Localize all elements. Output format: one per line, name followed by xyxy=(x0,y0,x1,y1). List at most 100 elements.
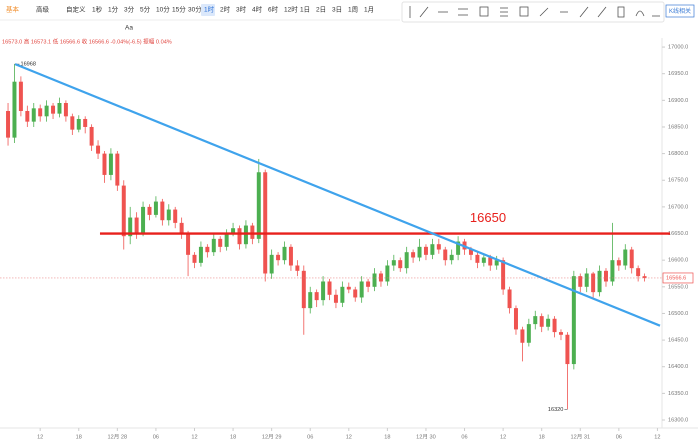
interval-tab[interactable]: 1周 xyxy=(348,6,358,14)
candle-body xyxy=(96,145,101,154)
x-tick-label: 12 xyxy=(37,434,43,440)
interval-tab[interactable]: 5分 xyxy=(140,5,151,14)
horizontal-line-label: 16650 xyxy=(470,210,506,225)
candle-body xyxy=(198,246,203,263)
candle-body xyxy=(269,254,274,274)
candle-body xyxy=(507,289,512,309)
candle-body xyxy=(288,246,293,266)
interval-tab[interactable]: 3日 xyxy=(332,6,342,14)
candle-body xyxy=(584,273,589,287)
interval-tab[interactable]: 3分 xyxy=(124,5,135,14)
interval-tab[interactable]: 15分 xyxy=(172,5,186,14)
candle-body xyxy=(18,81,23,111)
tool-text[interactable]: Aa xyxy=(125,25,133,32)
candle-body xyxy=(276,254,281,261)
candle-body xyxy=(224,233,229,247)
candle-body xyxy=(411,252,416,258)
candle-body xyxy=(623,249,628,266)
candle-body xyxy=(327,281,332,295)
drawing-toolbar[interactable] xyxy=(401,1,665,23)
candle-body xyxy=(301,270,306,309)
candle-body xyxy=(31,108,36,122)
candle-body xyxy=(121,185,126,237)
y-tick-label: 16300.0 xyxy=(668,417,688,423)
interval-tab[interactable]: 1分 xyxy=(108,5,119,14)
candle-body xyxy=(475,254,480,263)
candle-body xyxy=(179,222,184,234)
candle-body xyxy=(430,244,435,255)
candle-body xyxy=(38,108,43,117)
candle-body xyxy=(398,260,403,269)
candle-body xyxy=(449,254,454,261)
candle-body xyxy=(468,249,473,255)
panel-label: K线相关 xyxy=(669,7,691,15)
interval-tab[interactable]: 1秒 xyxy=(92,5,103,14)
interval-tab[interactable]: 10分 xyxy=(156,5,170,14)
candle-body xyxy=(642,276,647,278)
mode-tab[interactable]: 基本 xyxy=(6,5,20,14)
interval-tab[interactable]: 12时 xyxy=(284,5,298,14)
candle-body xyxy=(340,286,345,303)
y-tick-label: 16650.0 xyxy=(668,231,688,237)
interval-tab[interactable]: 1时 xyxy=(204,5,215,14)
candle-body xyxy=(173,209,178,223)
interval-tab[interactable]: 2时 xyxy=(220,5,231,14)
x-tick-label: 12 xyxy=(346,434,352,440)
candle-body xyxy=(578,276,583,287)
candle-body xyxy=(314,292,319,301)
interval-tab[interactable]: 1月 xyxy=(364,6,374,14)
candle-body xyxy=(282,246,287,261)
candle-body xyxy=(243,225,248,245)
ohlc-info: 16573.0 高 16573.1 低 16566.6 收 16566.6 -0… xyxy=(2,37,172,45)
y-tick-label: 17000.0 xyxy=(668,45,688,51)
interval-tab[interactable]: 3时 xyxy=(236,5,247,14)
x-tick-label: 12月 29 xyxy=(262,433,282,440)
mode-tab[interactable]: 高级 xyxy=(36,5,50,14)
candle-body xyxy=(423,246,428,255)
x-tick-label: 18 xyxy=(539,434,545,440)
mode-tab[interactable]: 自定义 xyxy=(66,5,86,14)
candle-body xyxy=(25,110,30,122)
candle-body xyxy=(481,257,486,263)
interval-tab[interactable]: 1日 xyxy=(300,6,310,14)
candle-body xyxy=(591,273,596,293)
candle-body xyxy=(83,118,88,127)
candle-body xyxy=(205,246,210,253)
candle-body xyxy=(597,270,602,293)
y-tick-label: 16950.0 xyxy=(668,71,688,77)
candle-body xyxy=(443,249,448,261)
candle-body xyxy=(263,172,268,274)
candle-body xyxy=(539,316,544,327)
y-tick-label: 16750.0 xyxy=(668,178,688,184)
interval-tab[interactable]: 2日 xyxy=(316,6,326,14)
candle-body xyxy=(353,289,358,298)
interval-tab[interactable]: 30分 xyxy=(188,5,202,14)
candle-body xyxy=(192,254,197,263)
x-tick-label: 18 xyxy=(230,434,236,440)
candle-body xyxy=(218,238,223,247)
x-tick-label: 06 xyxy=(307,434,313,440)
x-tick-label: 12 xyxy=(654,434,660,440)
x-tick-label: 12月 31 xyxy=(570,433,590,440)
current-price-box xyxy=(662,272,694,284)
candle-body xyxy=(520,329,525,343)
y-tick-label: 16500.0 xyxy=(668,311,688,317)
y-tick-label: 16700.0 xyxy=(668,204,688,210)
candle-body xyxy=(12,81,17,138)
y-tick-label: 16400.0 xyxy=(668,364,688,370)
y-tick-label: 16850.0 xyxy=(668,124,688,130)
candle-body xyxy=(160,201,165,221)
candle-body xyxy=(108,153,113,175)
x-tick-label: 06 xyxy=(461,434,467,440)
candle-body xyxy=(546,318,551,327)
candle-body xyxy=(44,105,49,117)
x-tick-label: 06 xyxy=(153,434,159,440)
extreme-label: 16320 xyxy=(548,407,564,413)
interval-tab[interactable]: 6时 xyxy=(268,5,279,14)
candle-body xyxy=(366,281,371,287)
extreme-label: 16968 xyxy=(20,62,36,68)
candle-body xyxy=(141,206,146,234)
interval-tab[interactable]: 4时 xyxy=(252,5,263,14)
panel-button[interactable] xyxy=(665,4,695,18)
